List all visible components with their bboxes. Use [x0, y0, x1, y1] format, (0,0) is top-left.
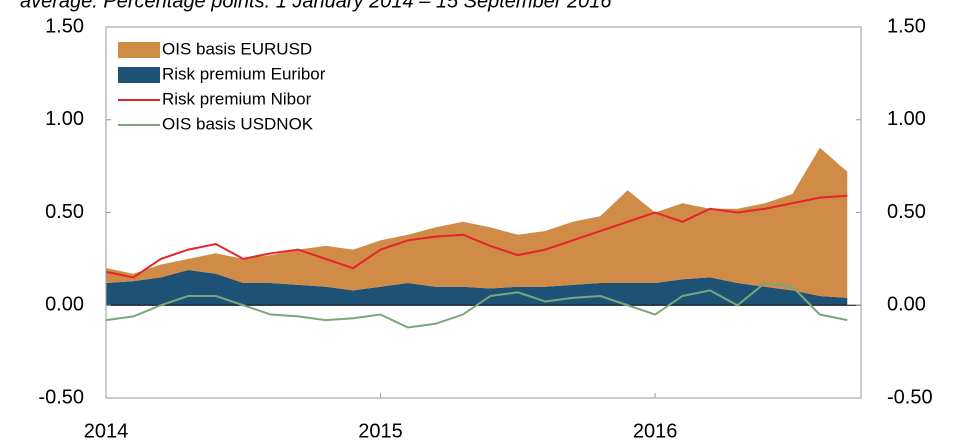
y-tick-label: 0.50 [45, 201, 84, 223]
y-tick-label: 1.50 [45, 15, 84, 37]
y2-tick-label: 1.00 [887, 108, 926, 130]
line [105, 281, 848, 329]
legend-label: Risk premium Nibor [162, 89, 312, 108]
line [105, 194, 848, 279]
y2-tick-label: 0.00 [887, 294, 926, 316]
y-tick-label: 0.00 [45, 294, 84, 316]
x-tick-label: 2015 [358, 420, 403, 442]
chart-subtitle: average. Percentage points. 1 January 20… [20, 0, 612, 12]
legend-swatch [118, 42, 160, 58]
x-tick-label: 2016 [633, 420, 678, 442]
y2-tick-label: -0.50 [887, 386, 933, 408]
y2-tick-label: 0.50 [887, 201, 926, 223]
y-tick-label: 1.00 [45, 108, 84, 130]
area [106, 270, 848, 306]
y-tick-label: -0.50 [38, 386, 84, 408]
x-tick-label: 2014 [84, 420, 129, 442]
legend-label: Risk premium Euribor [162, 64, 326, 83]
legend-label: OIS basis USDNOK [162, 114, 314, 133]
area [106, 147, 848, 298]
legend-swatch [118, 67, 160, 83]
legend-label: OIS basis EURUSD [162, 39, 312, 58]
y2-tick-label: 1.50 [887, 15, 926, 37]
